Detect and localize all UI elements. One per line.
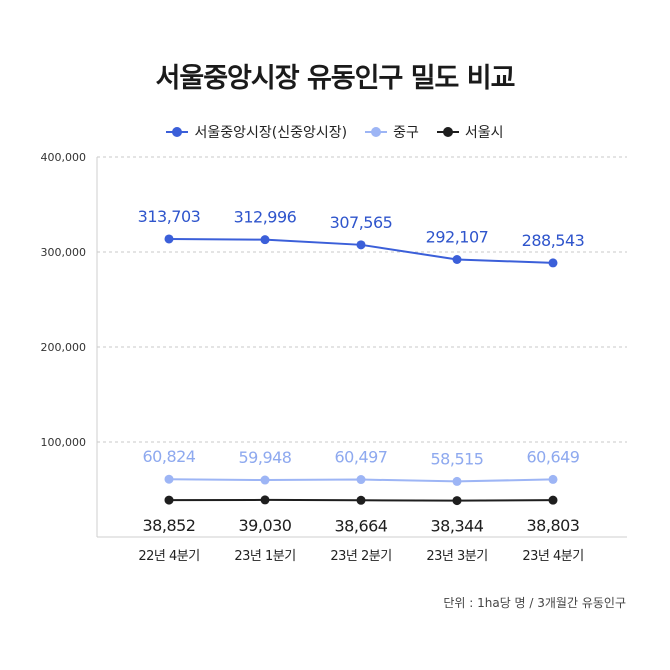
y-tick-label: 400,000 (41, 151, 87, 164)
legend-swatch (166, 127, 189, 137)
data-point (548, 474, 558, 484)
data-point (356, 475, 366, 485)
data-label: 38,344 (431, 517, 484, 536)
x-tick-label: 23년 1분기 (234, 549, 295, 564)
data-label: 38,852 (143, 516, 196, 535)
chart-title: 서울중앙시장 유동인구 밀도 비교 (155, 63, 516, 94)
data-point (356, 240, 366, 250)
y-tick-label: 300,000 (41, 246, 87, 259)
y-tick-label: 200,000 (41, 341, 87, 354)
legend-item-seoul-central-market: 서울중앙시장(신중앙시장) (166, 122, 347, 142)
data-label: 292,107 (426, 227, 489, 246)
data-point (452, 496, 462, 506)
legend-label: 서울중앙시장(신중앙시장) (194, 125, 348, 141)
x-tick-label: 23년 2분기 (330, 549, 391, 564)
legend-item-seoul-city: 서울시 (436, 122, 504, 142)
data-label: 60,649 (527, 447, 580, 466)
data-point (260, 235, 270, 245)
data-point (548, 495, 558, 505)
data-label: 38,664 (335, 516, 388, 535)
legend-swatch (436, 127, 459, 137)
data-label: 312,996 (234, 208, 297, 227)
legend-item-jung-gu: 중구 (365, 122, 419, 142)
unit-note: 단위 : 1ha당 명 / 3개월간 유동인구 (443, 596, 626, 610)
legend: 서울중앙시장(신중앙시장) 중구 서울시 (0, 122, 670, 142)
data-label: 59,948 (239, 448, 292, 467)
legend-label: 서울시 (464, 125, 504, 141)
data-label: 39,030 (239, 516, 292, 535)
data-label: 58,515 (431, 449, 484, 468)
data-point (548, 258, 558, 268)
data-label: 60,497 (335, 448, 388, 467)
x-tick-label: 23년 3분기 (426, 549, 487, 564)
data-label: 60,824 (143, 447, 196, 466)
data-point (356, 495, 366, 505)
data-point (164, 474, 174, 484)
y-tick-label: 100,000 (41, 436, 87, 449)
x-tick-label: 22년 4분기 (138, 549, 199, 564)
data-point (452, 476, 462, 486)
data-point (260, 495, 270, 505)
data-point (164, 234, 174, 244)
data-label: 313,703 (138, 207, 201, 226)
data-point (260, 475, 270, 485)
data-point (452, 254, 462, 264)
legend-swatch (365, 127, 388, 137)
x-tick-label: 23년 4분기 (522, 549, 583, 564)
data-label: 38,803 (527, 516, 580, 535)
legend-label: 중구 (393, 125, 419, 141)
data-label: 307,565 (330, 213, 393, 232)
data-label: 288,543 (522, 231, 585, 250)
data-point (164, 495, 174, 505)
